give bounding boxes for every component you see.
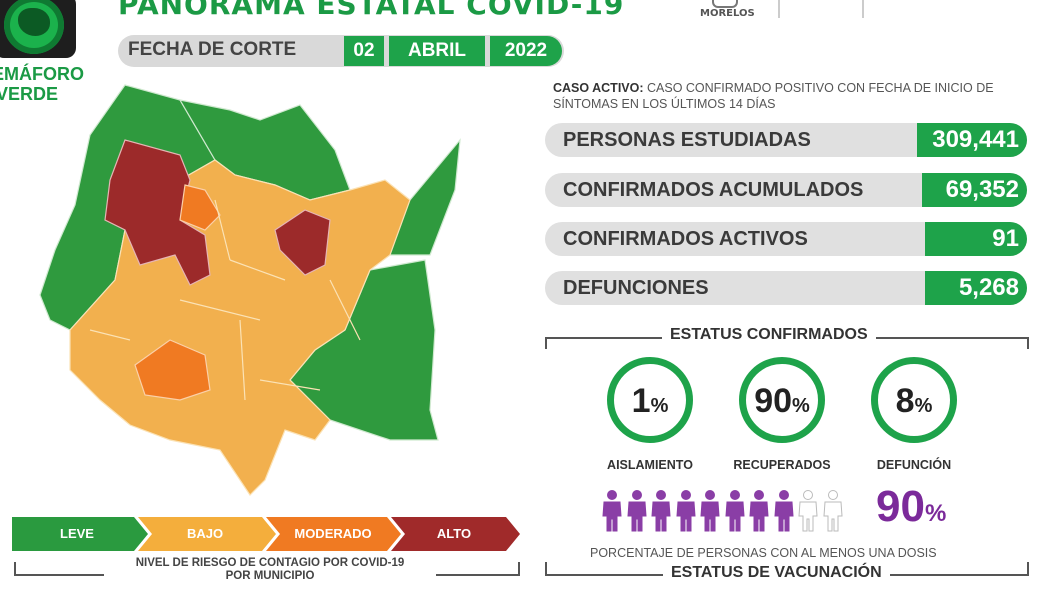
map-region-red-west — [104, 139, 211, 286]
legend-label-leve: LEVE — [60, 526, 94, 541]
map-municipality-borders — [89, 199, 361, 401]
legend-arrow-alto — [391, 517, 520, 551]
vaccination-caption: PORCENTAJE DE PERSONAS CON AL MENOS UNA … — [590, 546, 937, 560]
vaccination-people-row — [601, 490, 861, 532]
vaccination-percent: 90% — [876, 482, 946, 532]
morelos-logo-text: MORELOS — [700, 8, 755, 19]
legend-caption: NIVEL DE RIESGO DE CONTAGIO POR COVID-19… — [104, 557, 436, 583]
morelos-logo-icon — [712, 0, 738, 8]
vaccination-percent-unit: % — [924, 500, 947, 527]
section-divider-tick — [545, 337, 547, 349]
stat-value: 5,268 — [925, 271, 1027, 305]
stat-label: DEFUNCIONES — [563, 277, 709, 299]
municipality-risk-map — [39, 84, 461, 496]
caso-activo-text: CASO CONFIRMADO POSITIVO CON FECHA DE IN… — [553, 81, 994, 111]
map-region-orange-north — [179, 184, 221, 231]
person-vaccinated-icon — [675, 490, 696, 532]
ring-value: 1 — [631, 382, 651, 420]
caso-activo-definition: CASO ACTIVO: CASO CONFIRMADO POSITIVO CO… — [553, 80, 1023, 112]
legend-caption-pre: NIVEL DE RIESGO DE CONTAGIO POR — [135, 557, 352, 569]
fecha-year: 2022 — [490, 36, 562, 66]
risk-legend-arrows — [12, 517, 520, 551]
aislamiento-ring: 1% — [607, 357, 693, 443]
fecha-pill — [118, 35, 564, 67]
ring-value: 90 — [754, 382, 793, 420]
header-divider — [778, 0, 780, 18]
ring-label: AISLAMIENTO — [607, 458, 693, 472]
legend-arrow-moderado — [266, 517, 401, 551]
section-divider-tick — [1027, 562, 1029, 574]
person-vaccinated-icon — [749, 490, 769, 532]
semaforo-label-line1: EMÁFORO — [0, 64, 84, 84]
page-title: PANORAMA ESTATAL COVID-19 — [118, 0, 625, 21]
person-vaccinated-icon — [773, 490, 794, 532]
person-unvaccinated-icon — [798, 490, 818, 532]
vaccination-percent-value: 90 — [876, 482, 925, 531]
ring-label: DEFUNCIÓN — [876, 458, 952, 472]
section-divider-tick — [545, 562, 547, 574]
ring-unit: % — [792, 395, 810, 417]
person-vaccinated-icon — [724, 490, 745, 532]
stat-value: 309,441 — [917, 123, 1027, 157]
ring-label: RECUPERADOS — [733, 458, 831, 472]
fecha-month: ABRIL — [389, 36, 485, 66]
vaccination-title: ESTATUS DE VACUNACIÓN — [663, 564, 890, 582]
recuperados-ring: 90% — [739, 357, 825, 443]
stat-value: 91 — [925, 222, 1027, 256]
semaforo-label-line2: VERDE — [0, 84, 59, 104]
stat-value: 69,352 — [922, 173, 1027, 207]
header-divider — [862, 0, 864, 18]
legend-label-bajo: BAJO — [186, 526, 224, 541]
person-vaccinated-icon — [602, 490, 622, 532]
legend-divider-tick — [518, 562, 520, 574]
legend-caption-post: POR MUNICIPIO — [225, 570, 315, 582]
stat-label: CONFIRMADOS ACUMULADOS — [563, 179, 864, 201]
ring-unit: % — [650, 395, 669, 417]
ring-value: 8 — [895, 382, 915, 420]
legend-label-moderado: MODERADO — [294, 526, 372, 541]
legend-label-alto: ALTO — [436, 526, 472, 541]
estatus-confirmados-title: ESTATUS CONFIRMADOS — [662, 326, 876, 344]
state-map-icon — [18, 8, 50, 36]
fecha-label: FECHA DE CORTE — [128, 39, 297, 60]
fecha-day: 02 — [344, 36, 384, 66]
person-unvaccinated-icon — [822, 490, 843, 532]
person-vaccinated-icon — [651, 490, 671, 532]
legend-arrow-leve — [12, 517, 148, 551]
person-vaccinated-icon — [626, 490, 647, 532]
map-region-orange-south — [134, 339, 211, 401]
person-vaccinated-icon — [700, 490, 720, 532]
legend-arrow-bajo — [138, 517, 276, 551]
stat-label: PERSONAS ESTUDIADAS — [563, 129, 811, 151]
caso-activo-term: CASO ACTIVO: — [553, 81, 644, 95]
semaforo-label: EMÁFORO VERDE — [0, 64, 84, 104]
map-region-red-central — [274, 209, 331, 276]
defuncion-ring: 8% — [871, 357, 957, 443]
legend-divider-tick — [14, 562, 16, 574]
ring-unit: % — [914, 395, 933, 417]
stat-label: CONFIRMADOS ACTIVOS — [563, 228, 808, 250]
legend-caption-bold: COVID-19 — [351, 557, 405, 569]
section-divider-tick — [1027, 337, 1029, 349]
